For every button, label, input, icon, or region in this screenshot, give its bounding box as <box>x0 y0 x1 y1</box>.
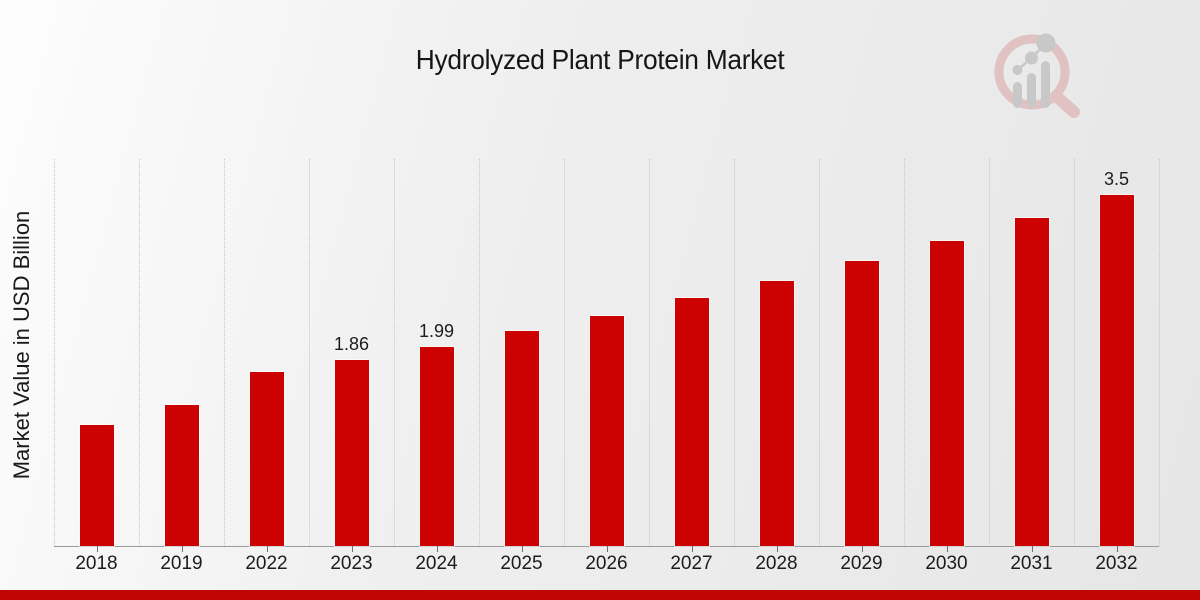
magnifier-handle-icon <box>1050 90 1080 118</box>
plot-area: 1.86 1.99 3.5 <box>54 159 1160 552</box>
axis-tick <box>606 546 608 552</box>
logo-dot-small-icon <box>1012 65 1023 75</box>
gridline <box>734 159 735 546</box>
axis-tick <box>776 546 778 552</box>
gridline <box>54 159 55 546</box>
chart-bar <box>163 403 200 548</box>
x-tick-label: 2024 <box>415 553 458 574</box>
axis-tick <box>181 546 183 552</box>
gridline <box>224 159 225 546</box>
logo-bar-small-icon <box>1013 82 1022 108</box>
x-tick-label: 2031 <box>1010 553 1053 574</box>
chart-bar <box>248 370 285 548</box>
axis-tick <box>1116 546 1118 552</box>
gridline <box>139 159 140 546</box>
chart-bar <box>588 315 625 547</box>
x-axis-labels: 2018 2019 2022 2023 2024 2025 2026 2027 2028 2029… <box>54 553 1159 577</box>
bar-value-label: 1.86 <box>333 333 370 354</box>
x-tick-label: 2019 <box>160 553 203 574</box>
magnifier-bar-chart-logo <box>994 33 1080 118</box>
chart-bar <box>673 297 710 547</box>
axis-tick <box>691 546 693 552</box>
x-tick-label: 2023 <box>330 553 373 574</box>
axis-tick <box>1031 546 1033 552</box>
x-tick-label: 2030 <box>925 553 968 574</box>
gridline <box>819 159 820 546</box>
x-tick-label: 2032 <box>1095 553 1138 574</box>
chart-bar <box>503 330 540 547</box>
chart-bar <box>1013 217 1050 547</box>
axis-tick <box>436 546 438 552</box>
logo-dot-mid-icon <box>1025 51 1038 65</box>
gridline <box>394 159 395 546</box>
axis-tick <box>266 546 268 552</box>
x-tick-label: 2022 <box>245 553 288 574</box>
gridline <box>479 159 480 546</box>
y-axis-label: Market Value in USD Billion <box>9 210 34 480</box>
chart-title: Hydrolyzed Plant Protein Market <box>0 42 1200 78</box>
chart-bar <box>928 240 965 547</box>
chart-title-text: Hydrolyzed Plant Protein Market <box>415 44 785 75</box>
axis-tick <box>351 546 353 552</box>
gridline <box>1159 159 1160 546</box>
gridline <box>564 159 565 546</box>
logo-dot-large-icon <box>1036 33 1056 53</box>
axis-tick <box>861 546 863 552</box>
chart-bar <box>333 358 370 548</box>
chart-bar <box>843 260 880 547</box>
x-tick-label: 2028 <box>755 553 798 574</box>
x-tick-label: 2025 <box>500 553 543 574</box>
chart-bar <box>418 345 455 547</box>
x-tick-label: 2026 <box>585 553 628 574</box>
gridline <box>649 159 650 546</box>
x-tick-label: 2027 <box>670 553 713 574</box>
logo-bar-tall-icon <box>1041 61 1050 108</box>
gridline <box>904 159 905 546</box>
axis-tick <box>521 546 523 552</box>
x-tick-label: 2029 <box>840 553 883 574</box>
bar-value-label: 1.99 <box>418 320 455 341</box>
axis-tick <box>96 546 98 552</box>
logo-bar-mid-icon <box>1027 73 1036 108</box>
gridline <box>989 159 990 546</box>
gridline <box>309 159 310 546</box>
x-tick-label: 2018 <box>75 553 118 574</box>
chart-bar <box>758 280 795 547</box>
chart-bar <box>1098 194 1135 547</box>
chart-bar <box>78 423 115 548</box>
bar-value-label: 3.5 <box>1103 169 1130 190</box>
axis-tick <box>946 546 948 552</box>
bottom-accent-bar <box>0 590 1200 600</box>
gridline <box>1074 159 1075 546</box>
